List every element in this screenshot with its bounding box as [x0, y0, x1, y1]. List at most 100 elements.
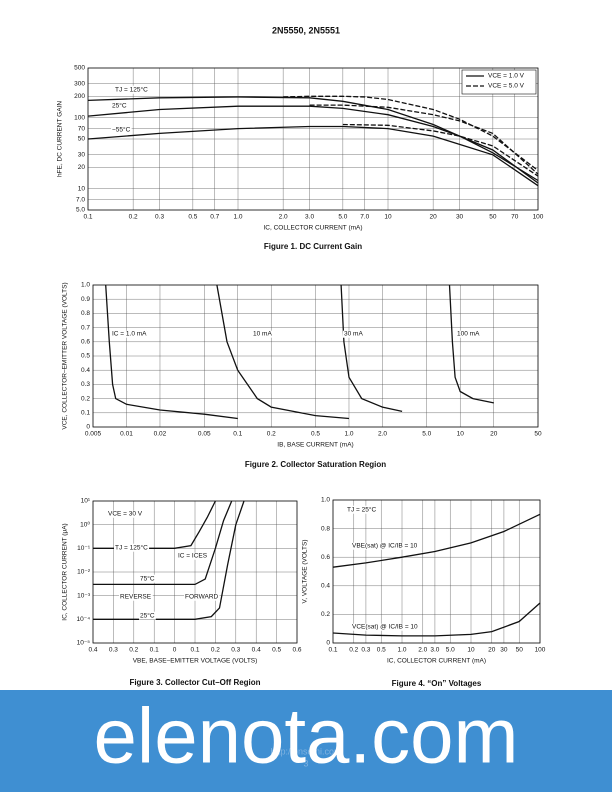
x-tick-label: 20: [430, 214, 438, 221]
y-tick-label: 100: [74, 114, 85, 121]
x-tick-label: 10: [384, 214, 392, 221]
y-axis-label: IC, COLLECTOR CURRENT (μA): [62, 523, 69, 620]
x-tick-label: 2.0: [279, 214, 288, 221]
x-tick-label: 0.01: [120, 431, 133, 438]
y-tick-label: 0.3: [81, 381, 90, 388]
y-tick-label: 0.1: [81, 410, 90, 417]
curve: [340, 284, 403, 413]
y-tick-label: 0.4: [81, 367, 90, 374]
x-tick-label: 0.6: [292, 647, 301, 654]
annotation: 25°C: [112, 102, 127, 110]
annotation: VCE(sat) @ IC/IB = 10: [352, 624, 418, 631]
annotation: −55°C: [112, 126, 131, 134]
annotation: IC = 1.0 mA: [112, 331, 147, 338]
y-tick-label: 0.2: [321, 611, 330, 618]
x-tick-label: 0.7: [210, 214, 219, 221]
x-tick-label: 10: [457, 431, 465, 438]
y-axis-label: hFE, DC CURRENT GAIN: [57, 101, 64, 177]
x-tick-label: 0: [173, 647, 177, 654]
x-tick-label: 5.0: [422, 431, 431, 438]
y-tick-label: 5.0: [76, 207, 85, 214]
x-tick-label: 5.0: [338, 214, 347, 221]
curve: [342, 123, 539, 177]
x-tick-label: 1.0: [397, 647, 406, 654]
y-tick-label: 10¹: [81, 498, 91, 505]
x-tick-label: 0.2: [349, 647, 358, 654]
x-tick-label: 1.0: [344, 431, 353, 438]
y-tick-label: 0.5: [81, 353, 90, 360]
annotation-bg: [351, 623, 420, 631]
x-tick-label: 0.1: [233, 431, 242, 438]
annotation-bg: [111, 330, 149, 338]
annotation-bg: [177, 552, 209, 560]
page-title: 2N5550, 2N5551: [272, 25, 340, 35]
x-tick-label: 0.2: [129, 214, 138, 221]
x-tick-label: 3.0: [305, 214, 314, 221]
x-tick-label: 0.1: [83, 214, 92, 221]
y-tick-label: 0.7: [81, 324, 90, 331]
x-tick-label: 0.2: [211, 647, 220, 654]
x-tick-label: 70: [511, 214, 519, 221]
annotation: TJ = 125°C: [115, 86, 148, 94]
x-tick-label: 0.2: [129, 647, 138, 654]
x-tick-label: 0.1: [150, 647, 159, 654]
x-tick-label: 1.0: [233, 214, 242, 221]
x-axis-label: IB, BASE CURRENT (mA): [277, 442, 353, 449]
curve: [87, 105, 539, 184]
x-tick-label: 30: [500, 647, 508, 654]
x-tick-label: 0.3: [231, 647, 240, 654]
x-tick-label: 50: [516, 647, 524, 654]
curve: [332, 513, 541, 568]
x-tick-label: 0.4: [252, 647, 261, 654]
curve: [93, 500, 233, 586]
y-tick-label: 10⁻³: [77, 592, 91, 599]
annotation-bg: [351, 542, 419, 550]
x-tick-label: 2.0: [378, 431, 387, 438]
annotation: 75°C: [140, 575, 155, 583]
y-tick-label: 0.8: [81, 310, 90, 317]
annotation: 25°C: [140, 612, 155, 620]
curve: [93, 500, 245, 620]
figure-caption: Figure 1. DC Current Gain: [264, 242, 362, 251]
annotation: VBE(sat) @ IC/IB = 10: [352, 543, 418, 550]
x-tick-label: 50: [534, 431, 542, 438]
annotation: 10 mA: [253, 331, 272, 338]
curve: [105, 284, 238, 420]
watermark-band: [0, 690, 612, 792]
x-tick-label: 0.5: [311, 431, 320, 438]
curve: [93, 500, 216, 549]
annotation: 30 mA: [344, 331, 363, 338]
figure-caption: Figure 2. Collector Saturation Region: [245, 460, 386, 469]
y-tick-label: 0.4: [321, 583, 330, 590]
annotation-bg: [184, 593, 220, 601]
plot-frame: [92, 500, 298, 644]
legend-box: [461, 69, 537, 95]
legend-label: VCE = 1.0 V: [488, 73, 525, 80]
x-tick-label: 0.05: [198, 431, 211, 438]
x-tick-label: 50: [489, 214, 497, 221]
y-tick-label: 0.6: [81, 339, 90, 346]
x-tick-label: 0.1: [190, 647, 199, 654]
x-tick-label: 0.3: [155, 214, 164, 221]
watermark: elenota.com: [94, 692, 519, 780]
curve: [448, 284, 494, 404]
y-tick-label: 10⁻⁴: [77, 616, 91, 623]
annotation-bg: [343, 330, 365, 338]
y-tick-label: 1.0: [81, 282, 90, 289]
y-tick-label: 10: [78, 185, 86, 192]
y-tick-label: 0.9: [81, 296, 90, 303]
x-tick-label: 10: [467, 647, 475, 654]
annotation: 100 mA: [457, 331, 480, 338]
y-tick-label: 70: [78, 125, 86, 132]
annotation: FORWARD: [185, 594, 219, 601]
y-tick-label: 10⁻⁵: [77, 640, 91, 647]
annotation: IC = ICES: [178, 553, 208, 560]
figure-caption: Figure 4. “On” Voltages: [392, 679, 482, 688]
y-tick-label: 20: [78, 164, 86, 171]
annotation-bg: [107, 510, 144, 518]
annotation: TJ = 25°C: [347, 506, 376, 514]
y-tick-label: 300: [74, 80, 85, 87]
y-tick-label: 0: [86, 424, 90, 431]
curve: [332, 602, 541, 637]
